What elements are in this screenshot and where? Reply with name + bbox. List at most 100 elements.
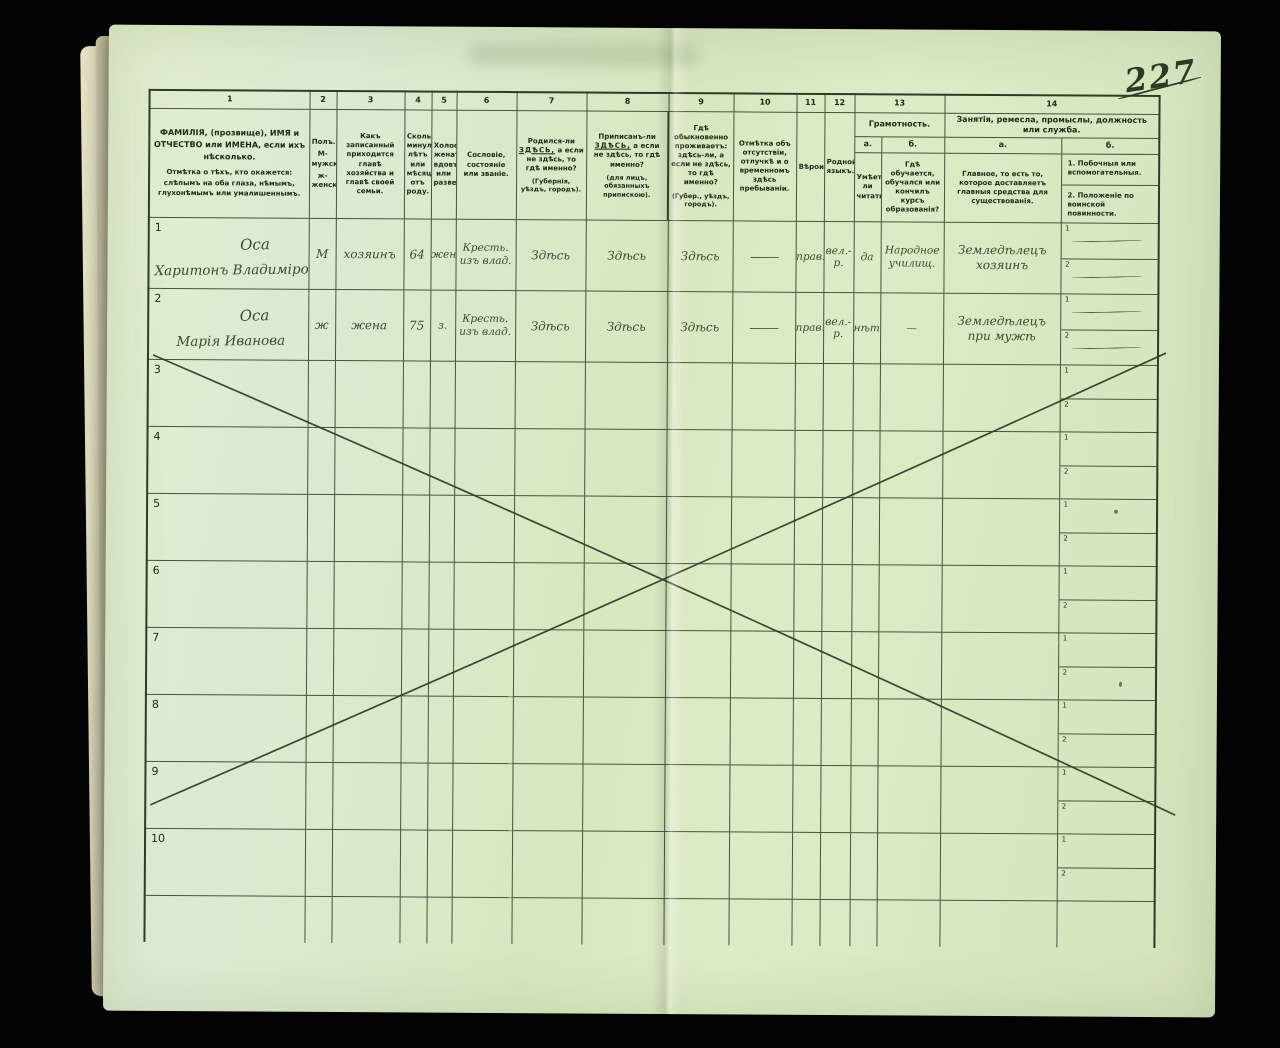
subcell-label: 2 bbox=[1063, 467, 1069, 476]
cell bbox=[850, 698, 878, 767]
cell-name: 6 bbox=[146, 560, 307, 629]
handwritten-dash bbox=[1070, 346, 1142, 350]
col-number: 6 bbox=[456, 91, 517, 111]
cell-education: — bbox=[879, 293, 944, 365]
header-age: Сколько минуло лѣтъ или мѣсяцевъ отъ род… bbox=[403, 109, 432, 220]
cell bbox=[428, 495, 455, 563]
col-number: 14 bbox=[944, 94, 1160, 115]
subcell-2: 2 bbox=[1058, 734, 1155, 767]
cell bbox=[942, 431, 1060, 500]
given-name: Марія Иванова bbox=[176, 332, 286, 350]
cell bbox=[583, 496, 667, 564]
cell bbox=[400, 629, 429, 697]
family-name: Оса bbox=[239, 305, 270, 325]
cell-name: 3 bbox=[147, 359, 308, 428]
estate-line2: изъ влад. bbox=[459, 326, 512, 339]
cell bbox=[821, 497, 853, 565]
cell bbox=[878, 498, 943, 566]
subcell-1: 1 bbox=[1057, 767, 1155, 802]
cell-absence: — bbox=[731, 292, 796, 364]
cell bbox=[399, 830, 428, 898]
cell bbox=[819, 899, 850, 946]
cell bbox=[400, 696, 428, 764]
subcell-2: 2 bbox=[1060, 466, 1157, 499]
cell bbox=[512, 629, 584, 698]
education-line1: Народное bbox=[884, 244, 940, 257]
cell-name: 7 bbox=[145, 627, 307, 696]
cell-name: 8 bbox=[145, 694, 306, 763]
cell-resides: Здѣсь bbox=[666, 291, 733, 364]
cell bbox=[306, 561, 334, 629]
dash-mark: — bbox=[747, 249, 781, 264]
cell bbox=[940, 632, 1059, 701]
cell bbox=[821, 564, 852, 632]
handwritten-dash bbox=[1070, 311, 1142, 314]
cell-sex: ж bbox=[307, 289, 336, 361]
education-line2: училищ. bbox=[888, 257, 936, 270]
subcell-1: 1 bbox=[1059, 499, 1157, 534]
cell bbox=[334, 360, 403, 429]
cell bbox=[581, 831, 665, 899]
cell-estate: Кресть. изъ влад. bbox=[454, 290, 516, 362]
subcell-1: 1 bbox=[1059, 432, 1157, 467]
cell-language: вел.-р. bbox=[822, 292, 854, 364]
subcell-label: 1 bbox=[1061, 835, 1067, 844]
cell bbox=[852, 430, 880, 499]
cell bbox=[454, 428, 515, 496]
cell bbox=[304, 829, 333, 897]
header-residence-text: Гдѣ обыкновенно проживаетъ: здѣсь-ли, а … bbox=[671, 124, 731, 187]
subcell-label: 2 bbox=[1062, 601, 1068, 610]
cell-religion: прав. bbox=[794, 292, 824, 364]
cell-sex: М bbox=[308, 218, 336, 290]
cell-absence: — bbox=[732, 221, 796, 293]
cell bbox=[941, 565, 1059, 634]
cell bbox=[305, 628, 334, 696]
cell bbox=[582, 630, 666, 698]
cell bbox=[664, 630, 731, 699]
subcell-label: 2 bbox=[1064, 331, 1070, 340]
bleedthrough-smudge bbox=[468, 42, 699, 67]
cell bbox=[307, 427, 335, 495]
header-name-column: ФАМИЛІЯ, (прозвище), ИМЯ и ОТЧЕСТВО или … bbox=[148, 108, 310, 219]
header-residence: Гдѣ обыкновенно проживаетъ: здѣсь-ли, а … bbox=[667, 111, 734, 222]
cell bbox=[429, 428, 455, 496]
subcell-label: 2 bbox=[1061, 802, 1067, 811]
cell bbox=[426, 830, 453, 898]
subcell-wrap: 1 2 bbox=[1060, 294, 1158, 366]
record-row-1: 1 Оса Харитонъ Владиміровъ М хозяинъ 64 … bbox=[148, 217, 1159, 295]
subcell-2: 2 bbox=[1057, 868, 1154, 901]
cell bbox=[879, 364, 943, 432]
row-number: 8 bbox=[151, 698, 159, 712]
subcell-label: 1 bbox=[1064, 433, 1069, 442]
header-marital: Холостъ, женатъ, вдовъ или разведенъ. bbox=[430, 110, 457, 220]
cell bbox=[791, 832, 821, 900]
cell bbox=[402, 361, 430, 429]
cell-marital: жен. bbox=[430, 219, 456, 291]
occupation-line2: при мужѣ bbox=[967, 329, 1036, 344]
cell bbox=[304, 896, 332, 943]
row-number: 9 bbox=[151, 765, 159, 779]
estate-line2: изъ влад. bbox=[459, 255, 512, 268]
handwritten-dash bbox=[1071, 240, 1142, 243]
cell bbox=[1056, 901, 1155, 948]
cell-born: Здѣсь bbox=[514, 290, 586, 363]
subcell-label: 2 bbox=[1061, 869, 1066, 878]
header-sex-male: М-мужской. bbox=[311, 150, 337, 168]
cell bbox=[939, 900, 1057, 948]
cell-name: 9 bbox=[145, 761, 306, 830]
cell bbox=[822, 363, 853, 431]
estate-line1: Кресть. bbox=[462, 312, 509, 326]
header-relation: Какъ записанный приходится главѣ хозяйст… bbox=[335, 109, 405, 220]
cell bbox=[306, 494, 335, 562]
cell bbox=[305, 762, 333, 830]
header-registration: Приписанъ-ли ЗДѢСЬ, а если не здѣсь, то … bbox=[585, 111, 669, 221]
cell bbox=[792, 698, 821, 766]
col-number: 8 bbox=[586, 92, 669, 112]
header-occupation: Занятія, ремесла, промыслы, должность ил… bbox=[944, 113, 1160, 139]
cell bbox=[584, 429, 667, 497]
cell-reads: нѣтъ bbox=[852, 292, 881, 365]
